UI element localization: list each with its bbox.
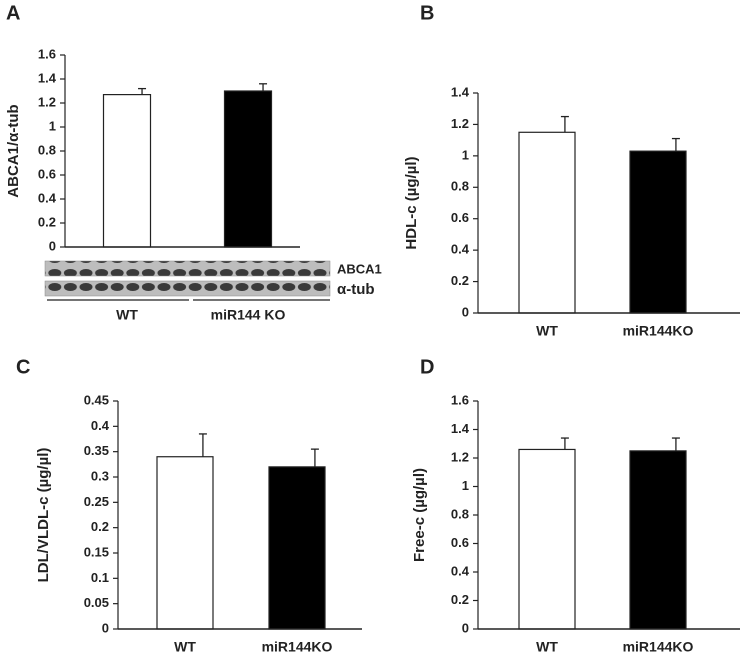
y-tick-label: 0.2: [451, 273, 469, 288]
bar: [102, 93, 152, 248]
x-tick-label: miR144KO: [262, 639, 333, 655]
x-tick-label: WT: [174, 639, 196, 655]
y-tick-label: 0.6: [451, 535, 469, 550]
y-tick-label: 0.4: [91, 418, 110, 433]
x-tick-label: WT: [536, 323, 558, 339]
bar: [223, 90, 273, 248]
y-tick-label: 0: [462, 620, 469, 635]
y-tick-label: 0.4: [38, 190, 57, 205]
bar: [518, 448, 576, 630]
y-tick-label: 0.45: [84, 392, 109, 407]
y-tick-label: 0.3: [91, 468, 109, 483]
y-tick-label: 0.2: [451, 592, 469, 607]
western-blot: ABCA1 α-tub: [44, 260, 382, 301]
y-tick-label: 0.35: [84, 443, 109, 458]
panel-label: C: [16, 356, 30, 378]
panel-label: A: [6, 2, 20, 24]
y-tick-label: 0: [102, 620, 109, 635]
x-tick-label: WT: [116, 307, 138, 323]
y-tick-label: 0: [462, 304, 469, 319]
y-tick-label: 1: [462, 478, 469, 493]
blot-band-tub: [44, 280, 331, 297]
y-tick-label: 0.2: [91, 519, 109, 534]
y-tick-label: 0.2: [38, 214, 56, 229]
y-tick-label: 1.2: [38, 94, 56, 109]
y-tick-label: 0.1: [91, 570, 109, 585]
y-tick-label: 1.2: [451, 449, 469, 464]
y-tick-label: 1.4: [38, 70, 57, 85]
y-tick-label: 1.6: [451, 392, 469, 407]
y-tick-label: 0.4: [451, 242, 470, 257]
y-tick-label: 0.6: [38, 166, 56, 181]
y-tick-label: 0.4: [451, 563, 470, 578]
y-tick-label: 0.8: [451, 506, 469, 521]
y-tick-label: 0: [49, 238, 56, 253]
x-tick-label: miR144KO: [623, 639, 694, 655]
y-tick-label: 0.8: [451, 179, 469, 194]
bar: [629, 150, 687, 314]
y-axis-label: Free-c (µg/µl): [411, 468, 428, 562]
y-tick-label: 1.4: [451, 421, 470, 436]
y-axis-label: ABCA1/α-tub: [5, 104, 22, 197]
y-tick-label: 0.6: [451, 210, 469, 225]
x-tick-label: miR144 KO: [211, 307, 286, 323]
panel-label: B: [420, 2, 434, 24]
y-tick-label: 1.2: [451, 116, 469, 131]
y-axis-label: LDL/VLDL-c (µg/µl): [35, 448, 52, 583]
blot-band-abca1: [44, 260, 331, 277]
y-tick-label: 0.15: [84, 544, 109, 559]
y-tick-label: 0.8: [38, 142, 56, 157]
y-axis-label: HDL-c (µg/µl): [403, 156, 420, 249]
y-tick-label: 0.05: [84, 595, 109, 610]
bar: [156, 456, 214, 630]
x-tick-label: WT: [536, 639, 558, 655]
blot-label: ABCA1: [337, 261, 382, 276]
y-tick-label: 1: [462, 147, 469, 162]
x-tick-label: miR144KO: [623, 323, 694, 339]
y-tick-label: 1.4: [451, 84, 470, 99]
bar: [268, 466, 326, 630]
blot-label: α-tub: [337, 281, 375, 298]
y-tick-label: 1.6: [38, 46, 56, 61]
bar: [518, 131, 576, 314]
panel-label: D: [420, 356, 434, 378]
y-tick-label: 1: [49, 118, 56, 133]
y-tick-label: 0.25: [84, 494, 109, 509]
bar: [629, 450, 687, 630]
